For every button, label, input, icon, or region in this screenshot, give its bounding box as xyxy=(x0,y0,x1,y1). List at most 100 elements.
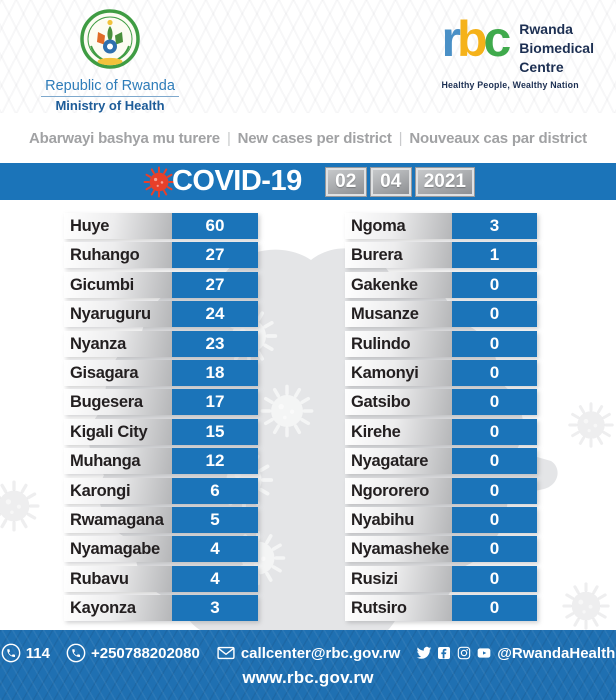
district-row: Nyanza 23 xyxy=(64,330,258,357)
district-row: Nyabihu 0 xyxy=(345,506,537,533)
district-name: Kamonyi xyxy=(345,359,452,386)
district-name: Nyanza xyxy=(64,330,172,357)
date-year: 2021 xyxy=(415,167,475,196)
district-case-count: 24 xyxy=(172,301,258,328)
subtitle-english: New cases per district xyxy=(237,129,392,147)
district-case-count: 0 xyxy=(452,301,537,328)
district-case-count: 0 xyxy=(452,271,537,298)
district-case-count: 0 xyxy=(452,506,537,533)
district-row: Musanze 0 xyxy=(345,301,537,328)
district-name: Gisagara xyxy=(64,359,172,386)
district-case-count: 18 xyxy=(172,359,258,386)
rbc-wordmark: rbc xyxy=(441,11,511,67)
district-name: Gatsibo xyxy=(345,389,452,416)
district-case-count: 23 xyxy=(172,330,258,357)
district-name: Karongi xyxy=(64,477,172,504)
virus-icon xyxy=(143,166,175,197)
subtitle-kinyarwanda: Abarwayi bashya mu turere xyxy=(29,129,220,147)
virus-watermark-icon xyxy=(0,480,40,532)
district-row: Huye 60 xyxy=(64,213,258,239)
district-name: Rusizi xyxy=(345,565,452,592)
district-name: Kayonza xyxy=(64,595,172,622)
district-case-count: 0 xyxy=(452,595,537,622)
district-row: Rulindo 0 xyxy=(345,330,537,357)
district-name: Kigali City xyxy=(64,418,172,445)
district-case-count: 0 xyxy=(452,389,537,416)
district-case-count: 12 xyxy=(172,448,258,475)
district-row: Gisagara 18 xyxy=(64,359,258,386)
district-row: Gatsibo 0 xyxy=(345,389,537,416)
ministry-of-health-label: Ministry of Health xyxy=(55,98,165,113)
district-row: Kirehe 0 xyxy=(345,418,537,445)
subtitle-separator: | xyxy=(398,129,403,147)
district-row: Kayonza 3 xyxy=(64,595,258,622)
footer: 114 +250788202080 callcenter@rbc.gov.rw xyxy=(0,630,616,700)
covid-title-bar: COVID-19 02 04 2021 xyxy=(0,163,616,200)
instagram-icon xyxy=(458,646,471,660)
covid-title: COVID-19 xyxy=(171,165,302,197)
district-row: Ngororero 0 xyxy=(345,477,537,504)
district-name: Rulindo xyxy=(345,330,452,357)
district-name: Kirehe xyxy=(345,418,452,445)
district-name: Nyabihu xyxy=(345,506,452,533)
district-case-count: 3 xyxy=(172,595,258,622)
rbc-name: Rwanda Biomedical Centre xyxy=(519,21,594,75)
social-media: @RwandaHealth xyxy=(416,645,615,662)
district-row: Rwamagana 5 xyxy=(64,506,258,533)
district-case-count: 17 xyxy=(172,389,258,416)
virus-watermark-icon xyxy=(562,582,610,630)
district-row: Nyamagabe 4 xyxy=(64,536,258,563)
district-column-left: Huye 60 Ruhango 27 Gicumbi 27 Nyaruguru … xyxy=(64,213,258,624)
district-name: Rubavu xyxy=(64,565,172,592)
district-row: Karongi 6 xyxy=(64,477,258,504)
district-case-count: 0 xyxy=(452,565,537,592)
district-name: Gicumbi xyxy=(64,271,172,298)
coat-of-arms-icon xyxy=(80,9,140,69)
district-case-count: 60 xyxy=(172,213,258,239)
district-case-count: 0 xyxy=(452,477,537,504)
district-case-count: 15 xyxy=(172,418,258,445)
district-row: Gicumbi 27 xyxy=(64,271,258,298)
virus-watermark-icon xyxy=(568,402,614,448)
district-case-count: 0 xyxy=(452,448,537,475)
district-row: Nyamasheke 0 xyxy=(345,536,537,563)
rbc-tagline: Healthy People, Wealthy Nation xyxy=(441,79,579,90)
district-case-count: 3 xyxy=(452,213,537,239)
virus-watermark-icon xyxy=(260,384,314,438)
district-name: Rwamagana xyxy=(64,506,172,533)
rwanda-coat-of-arms: Republic of Rwanda Ministry of Health xyxy=(30,8,190,113)
republic-of-rwanda-label: Republic of Rwanda xyxy=(45,78,175,94)
date-day: 02 xyxy=(325,167,366,196)
phone-icon xyxy=(1,643,21,663)
date-month: 04 xyxy=(370,167,411,196)
twitter-icon xyxy=(416,646,432,659)
district-name: Nyagatare xyxy=(345,448,452,475)
header: Republic of Rwanda Ministry of Health rb… xyxy=(0,0,616,113)
district-row: Rutsiro 0 xyxy=(345,595,537,622)
district-name: Huye xyxy=(64,213,172,239)
district-row: Rusizi 0 xyxy=(345,565,537,592)
district-row: Ngoma 3 xyxy=(345,213,537,239)
district-row: Burera 1 xyxy=(345,242,537,269)
district-case-count: 5 xyxy=(172,506,258,533)
social-handle: @RwandaHealth xyxy=(497,644,616,662)
district-row: Ruhango 27 xyxy=(64,242,258,269)
report-date: 02 04 2021 xyxy=(325,167,475,196)
district-name: Musanze xyxy=(345,301,452,328)
district-row: Bugesera 17 xyxy=(64,389,258,416)
subtitle-bar: Abarwayi bashya mu turere | New cases pe… xyxy=(0,113,616,163)
district-name: Burera xyxy=(345,242,452,269)
whatsapp-icon xyxy=(66,643,86,663)
district-case-count: 6 xyxy=(172,477,258,504)
hotline-long: +250788202080 xyxy=(66,643,200,663)
district-name: Nyaruguru xyxy=(64,301,172,328)
district-row: Nyagatare 0 xyxy=(345,448,537,475)
district-case-count: 4 xyxy=(172,536,258,563)
district-case-count: 4 xyxy=(172,565,258,592)
district-name: Ruhango xyxy=(64,242,172,269)
district-case-count: 27 xyxy=(172,242,258,269)
district-row: Gakenke 0 xyxy=(345,271,537,298)
district-row: Rubavu 4 xyxy=(64,565,258,592)
district-case-count: 27 xyxy=(172,271,258,298)
